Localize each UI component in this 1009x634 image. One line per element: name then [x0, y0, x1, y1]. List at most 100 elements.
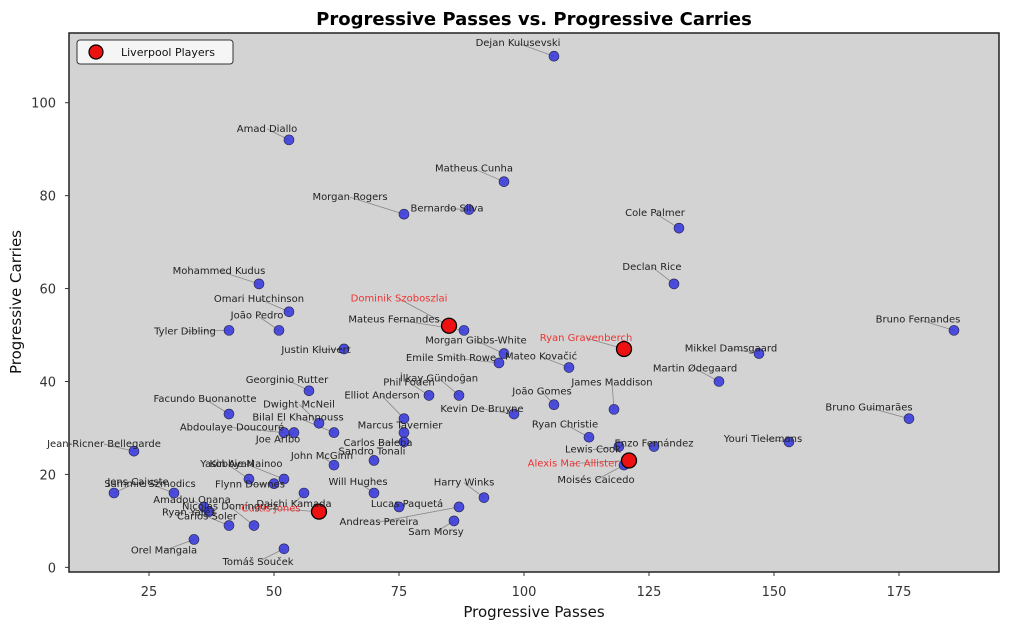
player-point	[783, 436, 795, 448]
point-label: João Gomes	[511, 387, 571, 398]
point-label: Carlos Baleba	[344, 438, 413, 449]
point-label: İlkay Gündoğan	[400, 371, 478, 384]
liverpool-point-label: Dominik Szoboszlai	[351, 294, 448, 305]
player-point	[253, 278, 265, 290]
point-label: Mikkel Damsgaard	[685, 344, 777, 355]
point-label: Dejan Kulusevski	[476, 38, 561, 49]
leader-line	[184, 329, 230, 332]
player-point	[608, 404, 620, 415]
point-label: Abdoulaye Doucouré	[180, 422, 284, 434]
player-point	[278, 473, 290, 485]
point-label: James Maddison	[570, 377, 652, 388]
point-label: Dwight McNeil	[263, 399, 335, 410]
player-point	[903, 413, 915, 424]
point-label: Marcus Tavernier	[358, 421, 444, 432]
leader-line	[917, 318, 955, 331]
player-point	[668, 278, 680, 290]
leader-line	[450, 357, 500, 364]
player-point	[243, 473, 255, 485]
player-point	[278, 543, 290, 555]
leader-line	[378, 506, 460, 523]
y-tick-label: 100	[31, 97, 56, 112]
player-point	[583, 431, 595, 443]
point-label: Harry Winks	[434, 478, 495, 489]
player-point	[753, 348, 765, 359]
liverpool-point-label: Curtis Jones	[241, 504, 300, 515]
player-point	[203, 506, 215, 517]
leader-line	[231, 427, 285, 434]
point-label: Amad Diallo	[237, 124, 298, 135]
point-label: Will Hughes	[328, 477, 387, 488]
point-label: Bilal El Khannouss	[252, 413, 343, 424]
point-label: Facundo Buonanotte	[153, 394, 256, 405]
player-point	[478, 492, 490, 503]
point-label: Carlos Soler	[177, 512, 238, 523]
point-label: Ryan Yates	[162, 508, 216, 519]
x-tick-label: 150	[762, 585, 787, 600]
y-tick-label: 20	[39, 468, 56, 483]
point-label: Tomáš Souček	[221, 556, 293, 568]
liverpool-point	[310, 503, 328, 520]
player-point	[283, 134, 295, 146]
player-point	[648, 441, 660, 452]
legend-box	[76, 39, 234, 65]
point-label: Bruno Guimarães	[825, 403, 912, 414]
player-point	[283, 306, 295, 318]
point-label: Sammie Szmodics	[104, 479, 195, 490]
point-label: Ryan Christie	[532, 419, 598, 430]
liverpool-point-label: Alexis Mac Allister	[528, 458, 620, 469]
player-point	[248, 520, 260, 531]
liverpool-point	[615, 340, 633, 358]
leader-line	[349, 196, 405, 215]
point-label: João Pedro	[230, 310, 284, 321]
player-point	[398, 413, 410, 424]
point-label: Tyler Dibling	[153, 326, 216, 337]
point-label: Bruno Fernandes	[876, 314, 961, 325]
player-point	[108, 487, 120, 499]
point-label: Lucas Paquetá	[371, 498, 443, 510]
liverpool-point	[440, 317, 458, 334]
point-label: Matheus Cunha	[435, 164, 513, 175]
point-label: Joe Aribo	[255, 435, 301, 446]
point-label: Moisés Caicedo	[557, 474, 634, 486]
player-point	[268, 478, 280, 490]
player-point	[398, 208, 410, 220]
point-label: Sandro Tonali	[339, 446, 406, 457]
point-label: Elliot Anderson	[344, 391, 419, 402]
point-label: Morgan Gibbs-White	[425, 336, 526, 347]
point-label: Jens Cajuste	[106, 477, 168, 488]
liverpool-point-label: Ryan Gravenberch	[540, 333, 633, 344]
player-point	[273, 325, 285, 336]
legend-label: Liverpool Players	[121, 46, 215, 59]
x-tick-label: 175	[887, 585, 912, 600]
point-label: Nicolás Domínguez	[182, 501, 278, 513]
x-tick-label: 125	[637, 585, 662, 600]
plot-area	[68, 32, 1000, 573]
leader-line	[398, 298, 450, 327]
point-label: Emile Smith Rowe	[406, 353, 496, 364]
point-label: Sam Morsy	[408, 527, 463, 538]
x-tick-label: 25	[141, 585, 158, 600]
player-point	[188, 534, 200, 545]
point-label: John McGinn	[290, 451, 353, 462]
point-label: Amadou Onana	[153, 495, 231, 506]
player-point	[328, 459, 340, 471]
player-point	[313, 418, 325, 429]
leader-line	[163, 539, 195, 551]
leader-line	[381, 395, 405, 419]
point-label: Andreas Pereira	[340, 517, 419, 528]
player-point	[168, 487, 180, 499]
player-point	[508, 408, 520, 420]
player-point	[563, 362, 575, 373]
player-point	[548, 50, 560, 62]
point-label: Yasin Ayari	[199, 459, 253, 470]
leader-line	[245, 463, 285, 480]
player-point	[368, 455, 380, 466]
point-label: Kobbie Mainoo	[209, 459, 282, 470]
point-label: Lewis Cook	[565, 445, 621, 456]
liverpool-point	[620, 452, 638, 469]
point-label: Orel Mangala	[131, 545, 197, 556]
player-point	[338, 343, 350, 355]
player-point	[448, 515, 460, 527]
